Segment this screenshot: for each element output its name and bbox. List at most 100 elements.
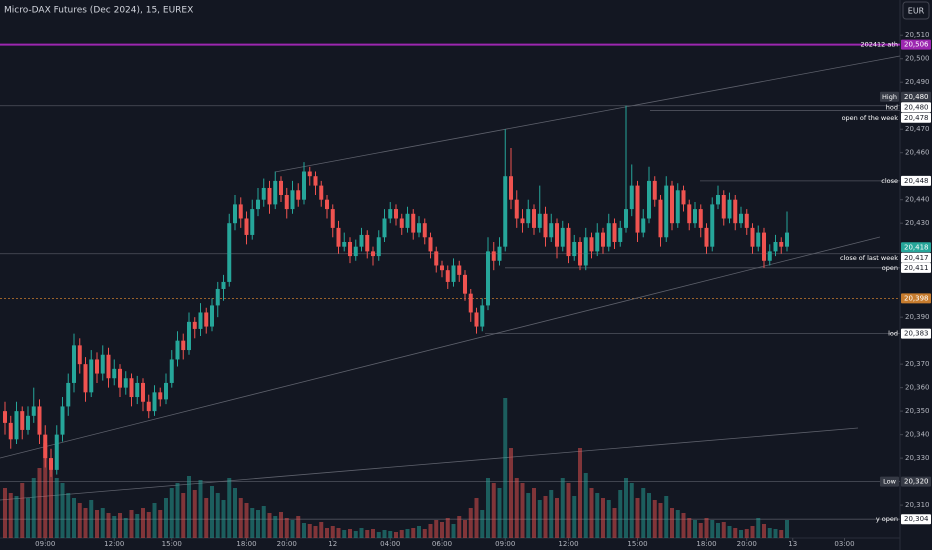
candle-body (566, 227, 571, 257)
volume-bar (135, 514, 140, 538)
candle-body (279, 180, 283, 195)
price-badge-label: 20,480 (904, 93, 929, 101)
volume-bar (491, 483, 496, 538)
x-tick-label: 06:00 (432, 540, 452, 548)
candle-body (445, 270, 450, 282)
price-badge (901, 175, 931, 186)
volume-bar (589, 488, 594, 538)
candle-body (560, 227, 565, 247)
candle-body (612, 223, 617, 242)
volume-bar (578, 448, 582, 538)
candle-body (250, 209, 255, 235)
volume-bar (181, 493, 186, 538)
volume-bar (733, 528, 738, 538)
x-tick-label: 15:00 (162, 540, 182, 548)
volume-bar (175, 483, 180, 538)
candle-body (457, 265, 462, 275)
candle-body (181, 340, 186, 351)
currency-button[interactable] (902, 1, 930, 20)
candle-body (302, 171, 306, 200)
candle-body (578, 241, 582, 266)
volume-bar (26, 498, 30, 538)
candle-body (670, 185, 674, 224)
volume-bar (710, 520, 715, 538)
currency-label[interactable]: EUR (908, 7, 925, 16)
volume-bar (20, 483, 25, 538)
volume-bar (158, 510, 163, 538)
volume-bar (192, 490, 197, 538)
candle-body (785, 232, 789, 247)
level-tag: close (881, 177, 898, 185)
volume-bar (123, 518, 128, 538)
x-tick-label: 04:00 (380, 540, 400, 548)
candle-body (89, 359, 94, 393)
candle-body (664, 185, 669, 238)
candle-body (629, 185, 634, 210)
volume-bar (14, 496, 19, 538)
volume-bar (8, 493, 13, 538)
volume-bar (233, 488, 237, 538)
volume-bar (100, 508, 105, 538)
volume-layer (3, 398, 789, 538)
candles-layer (3, 105, 789, 477)
level-tag: 202412 ath (860, 41, 898, 49)
volume-bar (583, 473, 588, 538)
volume-bar (532, 488, 536, 538)
x-tick-label: 15:00 (627, 540, 647, 548)
candle-body (296, 190, 301, 200)
candle-body (635, 185, 640, 233)
candle-body (31, 406, 36, 416)
volume-bar (779, 530, 784, 538)
y-tick-label: 20,360 (905, 384, 930, 392)
candle-body (319, 185, 324, 200)
price-badge (901, 514, 931, 525)
volume-bar (43, 443, 48, 538)
volume-bar (537, 500, 542, 538)
candle-body (733, 199, 738, 224)
candle-body (710, 204, 715, 247)
x-tick-label: 12:00 (104, 540, 124, 548)
volume-bar (497, 488, 502, 538)
candle-body (394, 209, 398, 219)
volume-bar (307, 524, 312, 538)
candle-body (313, 176, 318, 186)
volume-bar (468, 508, 473, 538)
volume-bar (543, 496, 548, 538)
volume-bar (428, 524, 433, 538)
volume-bar (204, 498, 209, 538)
level-tag-box (880, 476, 899, 487)
y-tick-label: 20,490 (905, 78, 930, 86)
y-tick-label: 20,440 (905, 196, 930, 204)
candle-body (509, 176, 513, 200)
y-tick-label: 20,460 (905, 149, 930, 157)
candle-body (601, 232, 605, 247)
candle-body (739, 213, 743, 224)
price-badge (901, 476, 931, 487)
candle-body (141, 382, 145, 402)
volume-bar (762, 524, 766, 538)
volume-bar (221, 500, 226, 538)
candle-body (773, 241, 778, 252)
price-badge-label: 20,417 (904, 254, 929, 262)
price-badge (901, 293, 931, 304)
candle-body (158, 392, 163, 400)
candle-body (43, 434, 48, 459)
price-badge-label: 20,506 (904, 41, 929, 49)
volume-bar (572, 496, 577, 538)
candle-body (422, 223, 427, 238)
candle-body (20, 411, 25, 430)
volume-bar (313, 526, 318, 538)
candle-body (187, 321, 191, 351)
candle-body (474, 312, 479, 327)
y-tick-label: 20,500 (905, 55, 930, 63)
level-tag: open of the week (842, 114, 899, 122)
volume-bar (376, 532, 381, 538)
candle-body (532, 209, 536, 228)
volume-bar (681, 513, 686, 538)
y-tick-label: 20,340 (905, 431, 930, 439)
volume-bar (463, 520, 467, 538)
price-badge (901, 262, 931, 273)
y-tick-label: 20,510 (905, 31, 930, 39)
